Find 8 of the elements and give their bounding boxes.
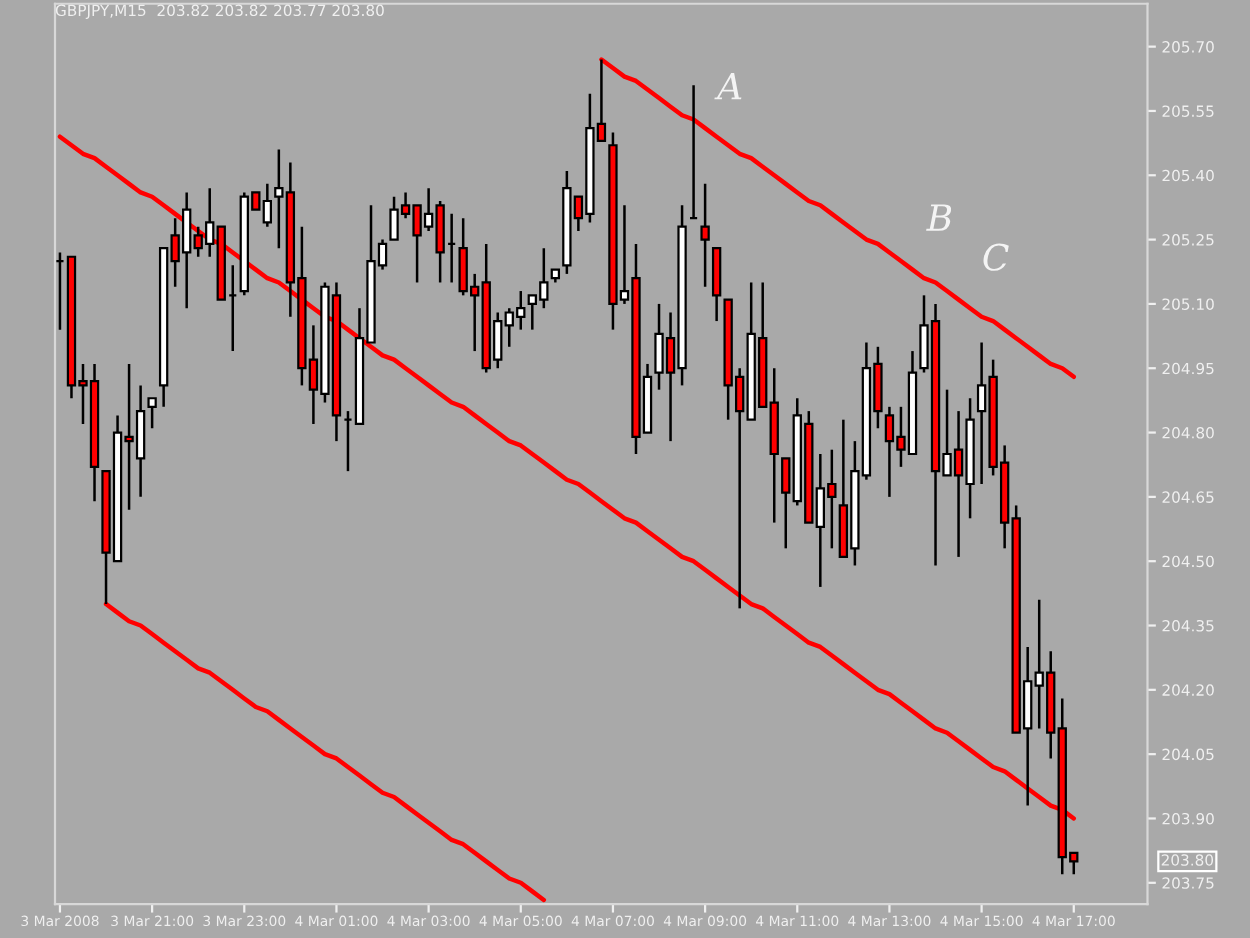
annotation: B [926, 204, 952, 231]
annotation: A [714, 72, 742, 100]
candlestick [147, 397, 157, 430]
candlestick [700, 182, 710, 289]
line-series [599, 57, 1076, 380]
annotation: C [983, 243, 1009, 271]
line-series [103, 601, 547, 903]
candlestick [711, 246, 722, 323]
